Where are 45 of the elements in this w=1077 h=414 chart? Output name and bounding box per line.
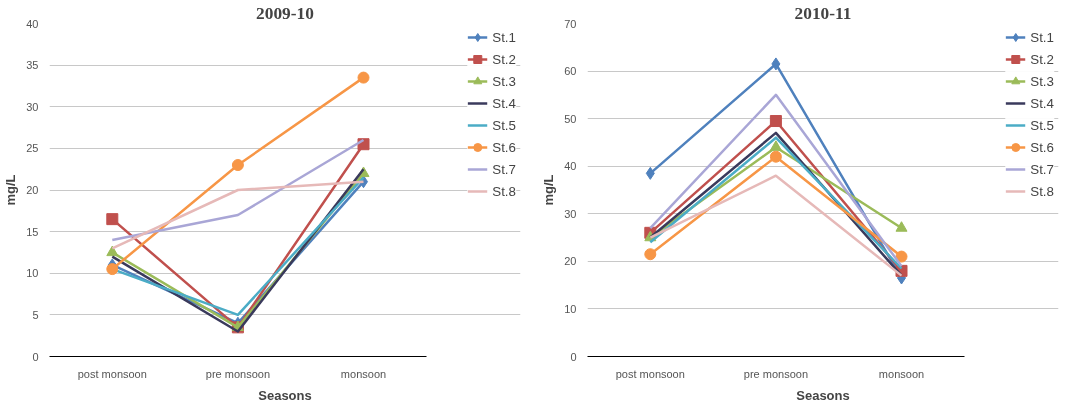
chart-title: 2010-11 (794, 3, 852, 23)
y-tick-label: 10 (26, 267, 39, 280)
x-axis-title: Seasons (796, 387, 850, 403)
x-axis-title: Seasons (258, 387, 312, 403)
y-axis-title: mg/L (3, 174, 19, 206)
x-tick-label: post monsoon (615, 367, 685, 380)
legend-label: St.1 (492, 29, 516, 45)
y-tick-label: 25 (26, 142, 39, 155)
y-tick-label: 0 (32, 350, 39, 363)
legend-label: St.3 (492, 73, 516, 89)
y-tick-label: 20 (26, 184, 39, 196)
y-tick-label: 5 (32, 308, 39, 321)
x-tick-label: monsoon (878, 367, 925, 380)
y-tick-label: 70 (564, 17, 577, 30)
y-tick-label: 15 (26, 225, 39, 238)
y-tick-label: 30 (26, 100, 39, 113)
legend-label: St.7 (492, 161, 516, 177)
x-tick-label: post monsoon (77, 367, 147, 380)
legend-label: St.6 (492, 139, 516, 155)
y-tick-label: 35 (26, 59, 39, 72)
legend-label: St.5 (492, 117, 516, 133)
legend-label: St.7 (1030, 161, 1054, 177)
legend-label: St.3 (1030, 73, 1054, 89)
y-tick-label: 50 (564, 112, 577, 125)
x-tick-label: pre monsoon (205, 367, 271, 380)
legend-label: St.5 (1030, 117, 1054, 133)
y-axis-title: mg/L (541, 174, 557, 206)
y-tick-label: 20 (564, 255, 577, 268)
y-tick-label: 40 (564, 160, 577, 173)
chart-title: 2009-10 (256, 3, 314, 23)
legend-label: St.2 (492, 51, 516, 67)
legend-label: St.8 (1030, 183, 1054, 199)
y-tick-label: 0 (570, 350, 577, 363)
legend-label: St.1 (1030, 29, 1054, 45)
y-tick-label: 30 (564, 207, 577, 220)
legend-label: St.4 (1030, 95, 1054, 111)
y-tick-label: 60 (564, 65, 577, 78)
y-tick-label: 10 (564, 302, 577, 315)
legend-label: St.6 (1030, 139, 1054, 155)
legend-label: St.4 (492, 95, 516, 111)
x-tick-label: pre monsoon (743, 367, 809, 380)
legend-label: St.2 (1030, 51, 1054, 67)
y-tick-label: 40 (26, 17, 39, 30)
legend-label: St.8 (492, 183, 516, 199)
x-tick-label: monsoon (340, 367, 387, 380)
